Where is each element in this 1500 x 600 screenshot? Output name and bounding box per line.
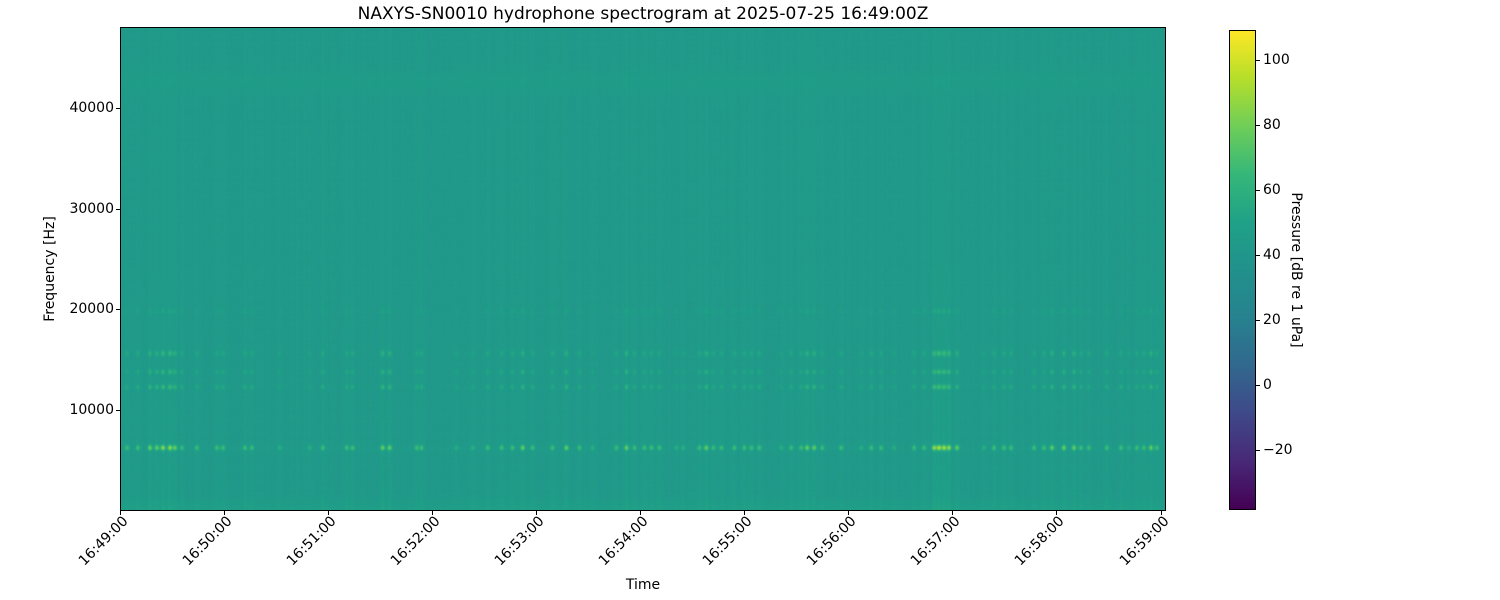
x-tick-label: 16:53:00 [491, 513, 548, 570]
x-tick-mark [640, 511, 641, 515]
colorbar-tick-mark [1256, 125, 1260, 126]
x-tick-mark [744, 511, 745, 515]
y-axis-label: Frequency [Hz] [42, 216, 58, 322]
x-tick-label: 16:58:00 [1011, 513, 1068, 570]
x-tick-mark [952, 511, 953, 515]
x-tick-label: 16:55:00 [699, 513, 756, 570]
colorbar-tick-mark [1256, 385, 1260, 386]
x-tick-label: 16:57:00 [907, 513, 964, 570]
x-tick-label: 16:54:00 [595, 513, 652, 570]
x-tick-label: 16:51:00 [283, 513, 340, 570]
y-tick-mark [116, 410, 120, 411]
colorbar-tick-label: 60 [1263, 182, 1281, 198]
x-tick-mark [1056, 511, 1057, 515]
y-tick-label: 20000 [69, 301, 114, 317]
y-tick-mark [116, 209, 120, 210]
x-tick-label: 16:59:00 [1116, 513, 1173, 570]
colorbar-tick-label: 100 [1263, 52, 1290, 68]
x-tick-label: 16:56:00 [803, 513, 860, 570]
x-tick-mark [328, 511, 329, 515]
x-tick-mark [1161, 511, 1162, 515]
colorbar-gradient [1230, 31, 1255, 509]
colorbar-tick-label: 0 [1263, 377, 1272, 393]
x-tick-label: 16:52:00 [387, 513, 444, 570]
colorbar-label: Pressure [dB re 1 uPa] [1288, 192, 1304, 348]
y-tick-label: 10000 [69, 402, 114, 418]
colorbar-tick-label: −20 [1263, 442, 1293, 458]
x-tick-label: 16:49:00 [75, 513, 132, 570]
x-tick-mark [848, 511, 849, 515]
colorbar-tick-mark [1256, 60, 1260, 61]
x-tick-label: 16:50:00 [179, 513, 236, 570]
colorbar-tick-mark [1256, 320, 1260, 321]
colorbar-tick-label: 80 [1263, 117, 1281, 133]
x-axis-label: Time [625, 577, 661, 593]
colorbar-tick-mark [1256, 190, 1260, 191]
chart-title: NAXYS-SN0010 hydrophone spectrogram at 2… [357, 4, 929, 24]
colorbar-tick-mark [1256, 450, 1260, 451]
x-tick-mark [120, 511, 121, 515]
y-tick-mark [116, 309, 120, 310]
colorbar-tick-label: 20 [1263, 312, 1281, 328]
y-tick-label: 30000 [69, 201, 114, 217]
x-tick-mark [432, 511, 433, 515]
colorbar-tick-mark [1256, 255, 1260, 256]
y-tick-label: 40000 [69, 100, 114, 116]
colorbar-tick-label: 40 [1263, 247, 1281, 263]
spectrogram-heatmap [121, 28, 1165, 510]
x-tick-mark [224, 511, 225, 515]
x-tick-mark [536, 511, 537, 515]
y-tick-mark [116, 108, 120, 109]
